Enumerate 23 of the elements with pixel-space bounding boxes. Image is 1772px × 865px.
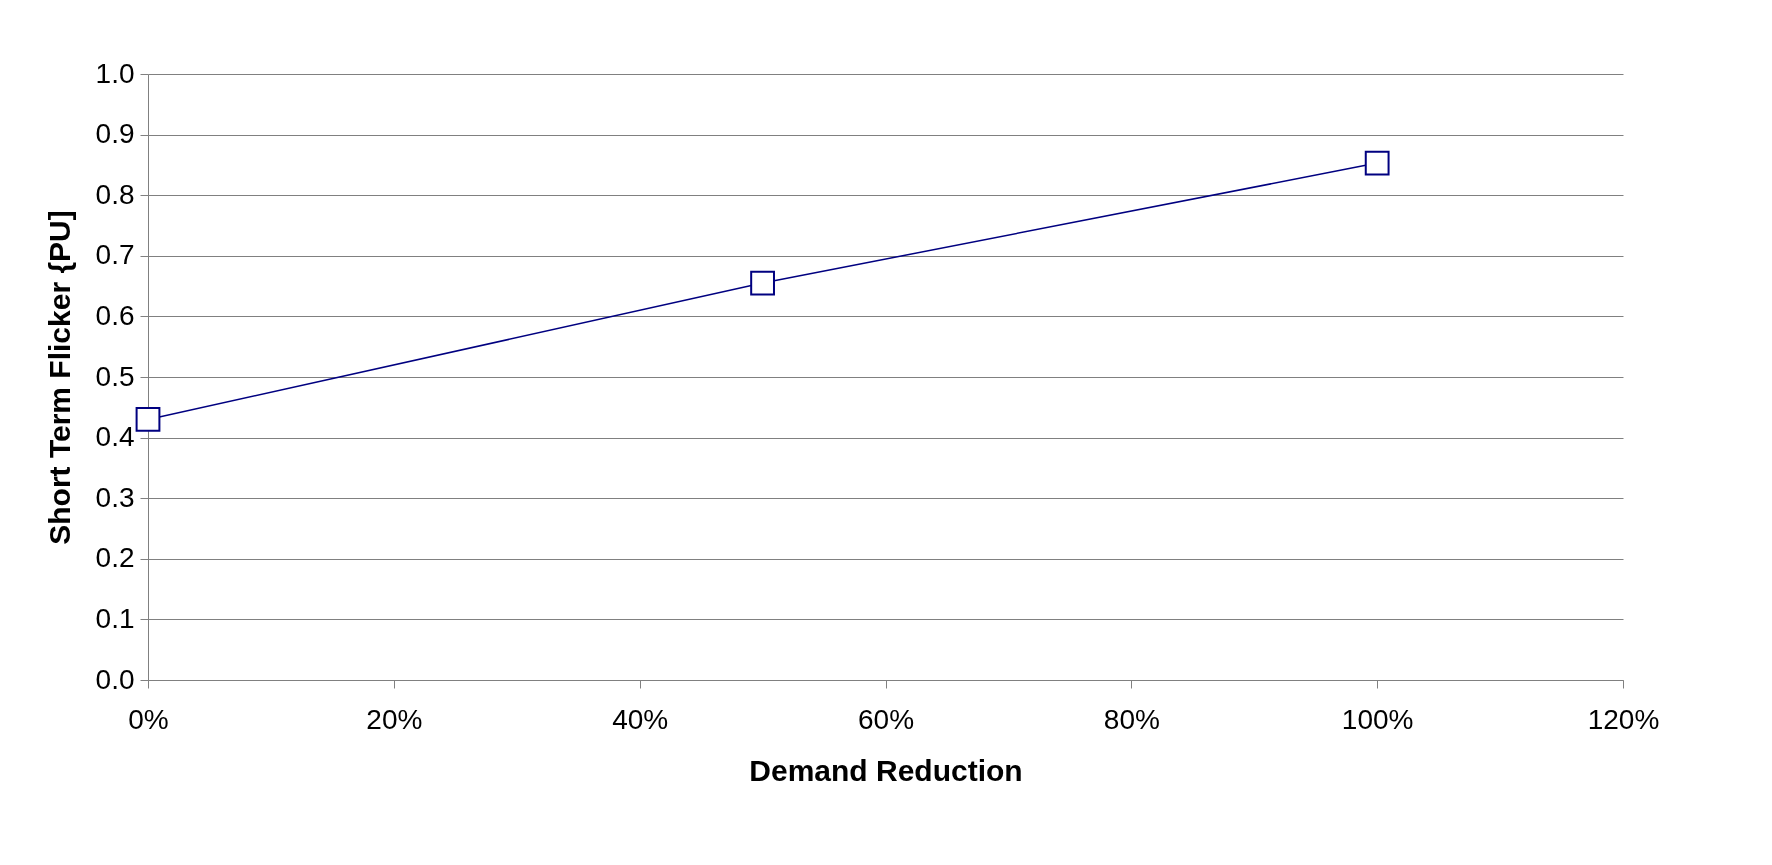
y-tick-label: 0.0	[95, 663, 135, 695]
x-tick-label: 40%	[612, 703, 669, 735]
x-tick-label: 100%	[1341, 703, 1414, 735]
y-tick-label: 0.2	[95, 542, 135, 574]
y-tick-label: 0.3	[95, 481, 135, 513]
y-tick-label: 0.5	[95, 360, 135, 392]
x-tick-label: 120%	[1587, 703, 1660, 735]
y-tick-label: 0.4	[95, 421, 135, 453]
y-tick-label: 0.8	[95, 178, 135, 210]
y-axis-title: Short Term Flicker {PU]	[42, 210, 76, 545]
y-tick-label: 0.6	[95, 299, 135, 331]
y-tick-label: 1.0	[95, 57, 135, 89]
y-tick-label: 0.1	[95, 602, 135, 634]
x-tick-label: 80%	[1103, 703, 1160, 735]
y-tick-label: 0.7	[95, 239, 135, 271]
point	[135, 407, 161, 432]
point	[750, 270, 775, 296]
x-tick-label: 20%	[366, 703, 423, 735]
x-axis-title: Demand Reduction	[749, 753, 1023, 787]
y-tick-label: 0.9	[95, 118, 135, 150]
point	[1364, 150, 1390, 176]
x-tick-label: 60%	[857, 703, 915, 735]
x-tick-label: 0%	[128, 703, 169, 735]
